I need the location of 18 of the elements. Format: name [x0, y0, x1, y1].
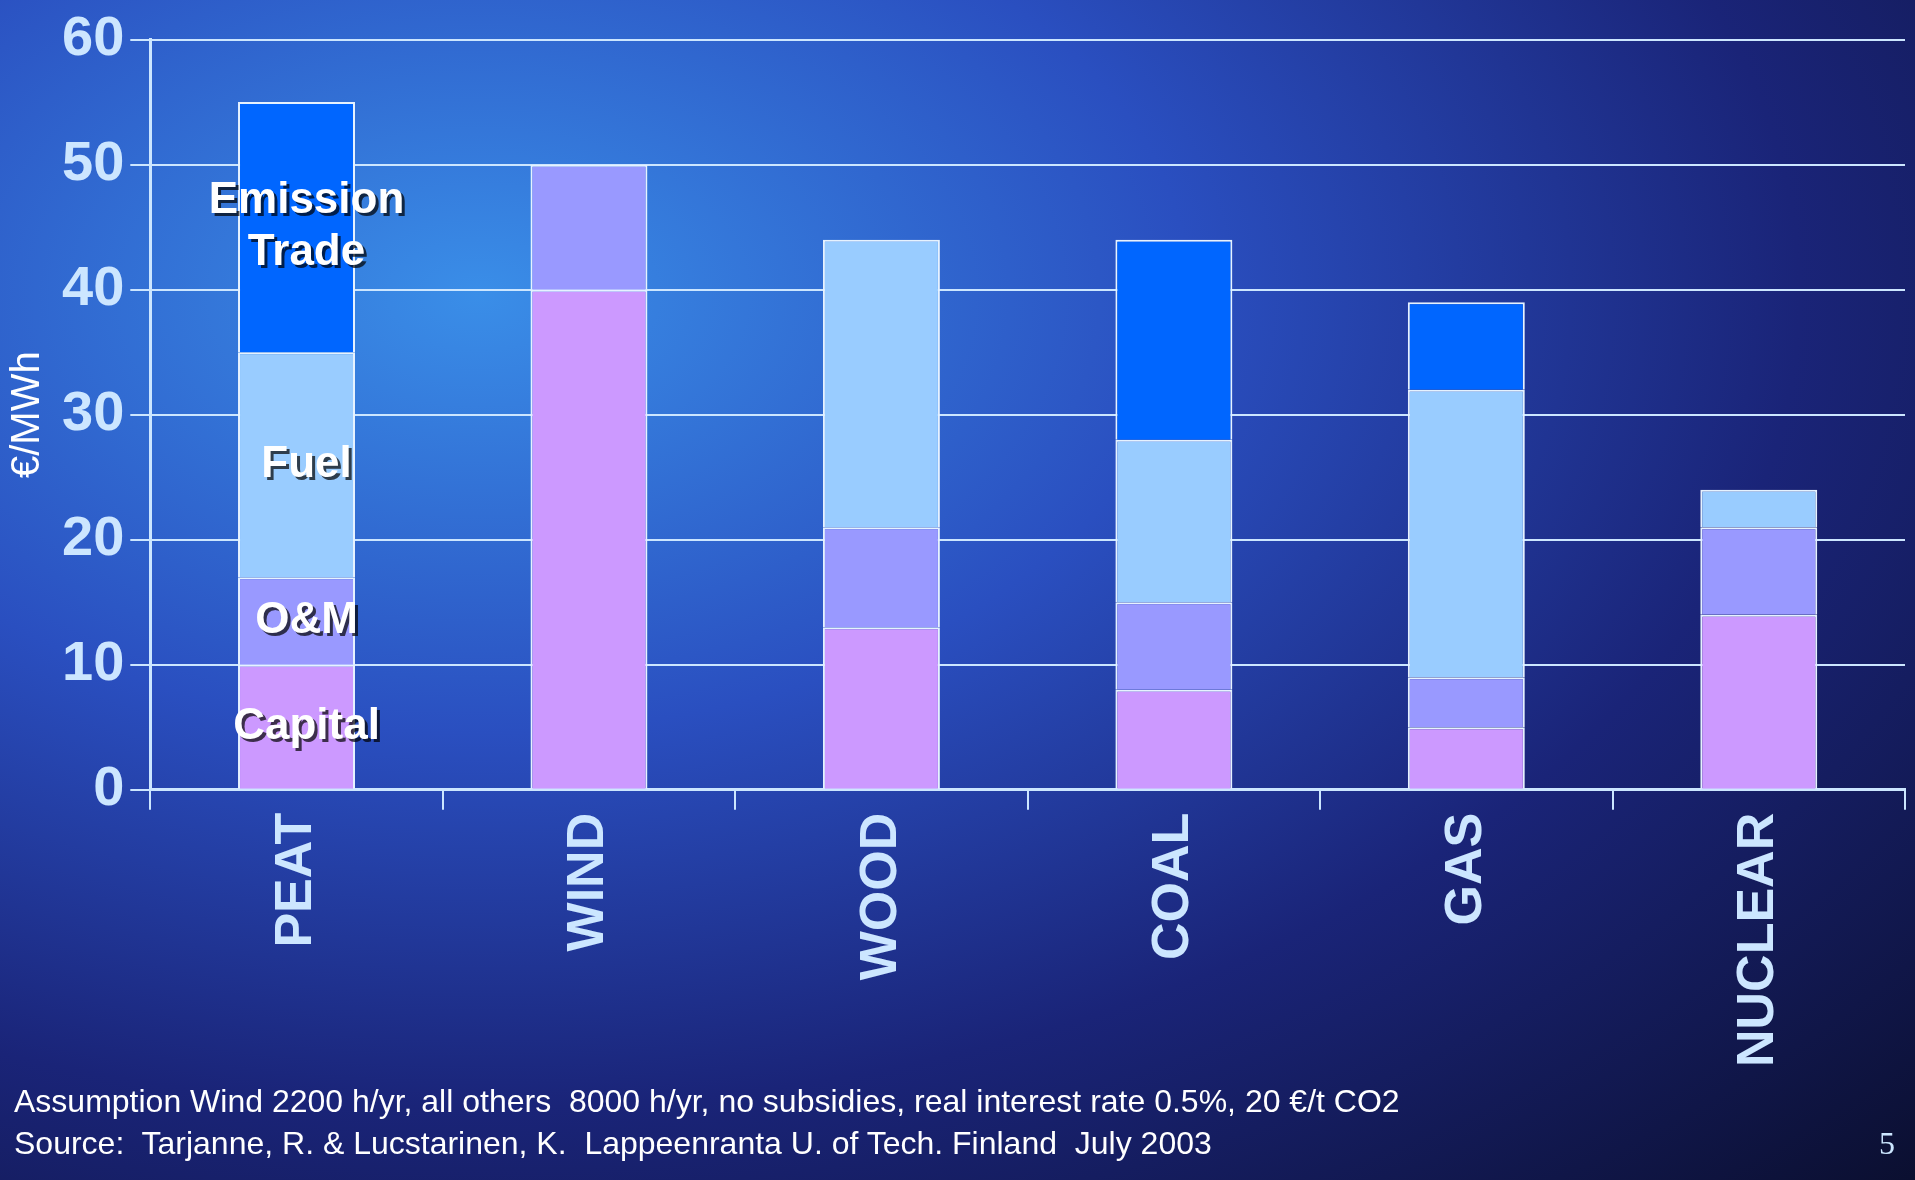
- y-tick-label: 20: [61, 504, 125, 568]
- x-tick-label: GAS: [1433, 812, 1492, 926]
- x-tick-label: NUCLEAR: [1726, 812, 1785, 1068]
- series-label: Fuel: [261, 436, 352, 486]
- x-tick-label: WOOD: [848, 812, 907, 981]
- text: Assumption Wind 2200 h/yr, all others 8000 h/yr, no subsidies, real interest rate 0.5%, 20 €/t CO2: [14, 1083, 1400, 1119]
- y-tick-label: 60: [61, 4, 125, 68]
- y-axis-title: €/MWh: [3, 351, 48, 479]
- x-tick-label: COAL: [1141, 812, 1200, 961]
- source-note: Source: Tarjanne, R. & Lucstarinen, K. Lappeenranta U. of Tech. Finland July 2003: [14, 1125, 1212, 1161]
- y-tick-label: 0: [93, 754, 125, 818]
- x-tick-label: WIND: [556, 812, 615, 952]
- y-tick-label: 50: [61, 129, 125, 193]
- x-tick-label: PEAT: [263, 812, 322, 948]
- y-tick-label: 10: [61, 629, 125, 693]
- y-tick-label: 40: [61, 254, 125, 318]
- text: 5: [1879, 1125, 1895, 1161]
- y-tick-label: 30: [61, 379, 125, 443]
